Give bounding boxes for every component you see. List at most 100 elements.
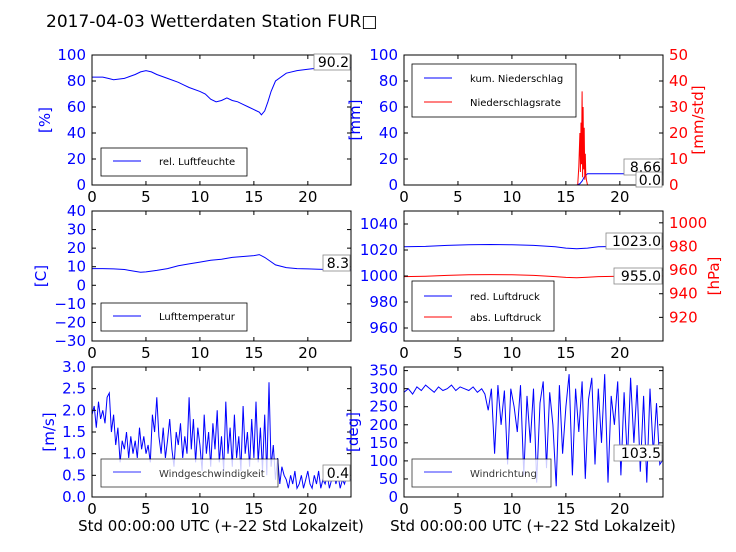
y-tick-label: 40 bbox=[67, 124, 86, 142]
y2-tick-label: 10 bbox=[669, 150, 688, 168]
x-tick-label: 15 bbox=[556, 344, 575, 362]
y-axis-label: [m/s] bbox=[40, 412, 58, 451]
y-tick-label: 150 bbox=[369, 434, 398, 452]
y2-tick-label: 40 bbox=[669, 72, 688, 90]
y-tick-label: 3.0 bbox=[62, 358, 86, 376]
y2-tick-label: 980 bbox=[669, 237, 698, 255]
x-tick-label: 20 bbox=[610, 344, 629, 362]
x-tick-label: 0 bbox=[87, 188, 97, 206]
y-tick-label: 60 bbox=[379, 98, 398, 116]
legend-entry: kum. Niederschlag bbox=[470, 74, 563, 85]
x-tick-label: 5 bbox=[453, 188, 463, 206]
last-value-label: 8.3 bbox=[327, 256, 349, 272]
y2-tick-label: 30 bbox=[669, 98, 688, 116]
last-value-label: 90.2 bbox=[318, 55, 349, 71]
x-tick-label: 15 bbox=[556, 188, 575, 206]
y-tick-label: 2.5 bbox=[62, 380, 86, 398]
x-tick-label: 15 bbox=[244, 188, 263, 206]
x-tick-label: 5 bbox=[141, 188, 151, 206]
x-tick-label: 10 bbox=[502, 344, 521, 362]
x-tick-label: 0 bbox=[87, 344, 97, 362]
y-tick-label: 10 bbox=[67, 258, 86, 276]
y-tick-label: 300 bbox=[369, 380, 398, 398]
x-tick-label: 5 bbox=[141, 500, 151, 518]
x-tick-label: 10 bbox=[190, 500, 209, 518]
last-value-label: 0.0 bbox=[639, 173, 661, 189]
y-tick-label: −10 bbox=[54, 295, 86, 313]
panel-windspeed: 0 5 10 15 20 0.0 0.5 1.0 1.5 2.0 2.5 3.0 [m/s] Std … bbox=[40, 358, 364, 535]
x-axis-label: Std 00:00:00 UTC (+-22 Std Lokalzeit) bbox=[390, 517, 676, 535]
y-tick-label: 100 bbox=[369, 46, 398, 64]
last-value-box bbox=[613, 444, 663, 462]
x-tick-label: 20 bbox=[298, 344, 317, 362]
y-tick-label: 0 bbox=[388, 176, 398, 194]
y2-tick-label: 940 bbox=[669, 285, 698, 303]
y-tick-label: 960 bbox=[369, 319, 398, 337]
last-value-box bbox=[613, 267, 663, 285]
y-tick-label: 20 bbox=[379, 150, 398, 168]
legend-entry: Lufttemperatur bbox=[159, 312, 236, 323]
y2-tick-label: 20 bbox=[669, 124, 688, 142]
y2-axis-label: [mm/std] bbox=[689, 85, 707, 154]
x-tick-label: 20 bbox=[610, 188, 629, 206]
y-tick-label: 80 bbox=[379, 72, 398, 90]
series-line bbox=[92, 254, 351, 273]
y-tick-label: 50 bbox=[379, 470, 398, 488]
y2-tick-label: 50 bbox=[669, 46, 688, 64]
legend-entry: red. Luftdruck bbox=[470, 292, 540, 303]
y-tick-label: 1040 bbox=[360, 215, 398, 233]
y-tick-label: 30 bbox=[67, 221, 86, 239]
y-axis-label: [%] bbox=[36, 107, 54, 133]
last-value-label: 1023.0 bbox=[612, 234, 661, 250]
y-tick-label: 2.0 bbox=[62, 401, 86, 419]
last-value-label: 103.5 bbox=[621, 446, 661, 462]
y-tick-label: −30 bbox=[54, 332, 86, 350]
panel-rain: 0 5 10 15 20 0 20 40 60 80 100 0 10 20 30 40 50 [mm] [mm… bbox=[346, 46, 707, 206]
legend-entry: Windgeschwindigkeit bbox=[159, 469, 265, 480]
y-tick-label: 1020 bbox=[360, 241, 398, 259]
x-tick-label: 0 bbox=[399, 344, 409, 362]
legend: red. Luftdruck abs. Luftdruck bbox=[411, 280, 555, 332]
x-axis-label: Std 00:00:00 UTC (+-22 Std Lokalzeit) bbox=[78, 517, 364, 535]
y2-tick-label: 1000 bbox=[669, 214, 707, 232]
legend-entry: abs. Luftdruck bbox=[470, 313, 541, 324]
y2-tick-label: 960 bbox=[669, 261, 698, 279]
series-line bbox=[404, 374, 663, 487]
axes-frame bbox=[91, 210, 352, 342]
x-tick-label: 0 bbox=[399, 188, 409, 206]
y-tick-label: 1.5 bbox=[62, 423, 86, 441]
figure-title: 2017-04-03 Wetterdaten Station FUR□ bbox=[46, 12, 377, 32]
legend: Lufttemperatur bbox=[100, 302, 248, 332]
y-axis-label: [mm] bbox=[346, 100, 364, 141]
last-value-box bbox=[322, 254, 351, 272]
y-tick-label: 60 bbox=[67, 98, 86, 116]
y-tick-label: 200 bbox=[369, 416, 398, 434]
x-tick-label: 10 bbox=[502, 188, 521, 206]
last-value-label: 955.0 bbox=[621, 269, 661, 285]
y-tick-label: 40 bbox=[379, 124, 398, 142]
legend: kum. Niederschlag Niederschlagsrate bbox=[411, 63, 577, 118]
last-value-box bbox=[322, 464, 351, 482]
series-line bbox=[404, 173, 663, 185]
y-tick-label: 0.0 bbox=[62, 488, 86, 506]
x-tick-label: 10 bbox=[502, 500, 521, 518]
y2-axis-label: [hPa] bbox=[705, 257, 723, 296]
panel-humidity: 0 5 10 15 20 0 20 40 60 80 100 [%] 90.2 rel. Luftf… bbox=[36, 46, 352, 206]
y-tick-label: −20 bbox=[54, 313, 86, 331]
y-tick-label: 80 bbox=[67, 72, 86, 90]
legend-entry: Windrichtung bbox=[470, 469, 537, 480]
y-tick-label: 100 bbox=[369, 452, 398, 470]
y-tick-label: 1000 bbox=[360, 267, 398, 285]
y-tick-label: 0 bbox=[388, 488, 398, 506]
x-tick-label: 5 bbox=[141, 344, 151, 362]
last-value-box bbox=[635, 171, 663, 188]
y-tick-label: 100 bbox=[57, 46, 86, 64]
legend: Windrichtung bbox=[411, 458, 552, 488]
y-axis-label: [deg] bbox=[344, 412, 362, 452]
y-tick-label: 20 bbox=[67, 239, 86, 257]
x-tick-label: 5 bbox=[453, 500, 463, 518]
x-tick-label: 20 bbox=[610, 500, 629, 518]
legend-entry: rel. Luftfeuchte bbox=[159, 157, 235, 168]
